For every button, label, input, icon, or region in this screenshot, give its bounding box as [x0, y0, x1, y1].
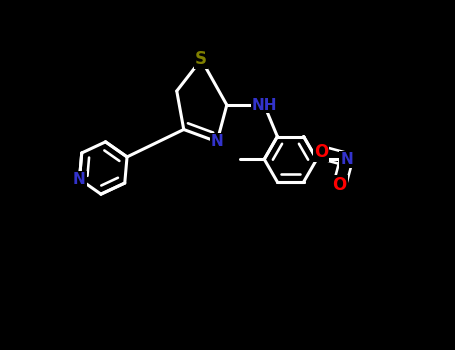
Text: N: N — [211, 134, 223, 149]
Text: NH: NH — [252, 98, 277, 112]
Text: S: S — [195, 50, 207, 69]
Text: O: O — [314, 144, 328, 161]
Text: O: O — [333, 176, 347, 194]
Text: N: N — [340, 152, 353, 167]
Text: N: N — [73, 172, 86, 187]
